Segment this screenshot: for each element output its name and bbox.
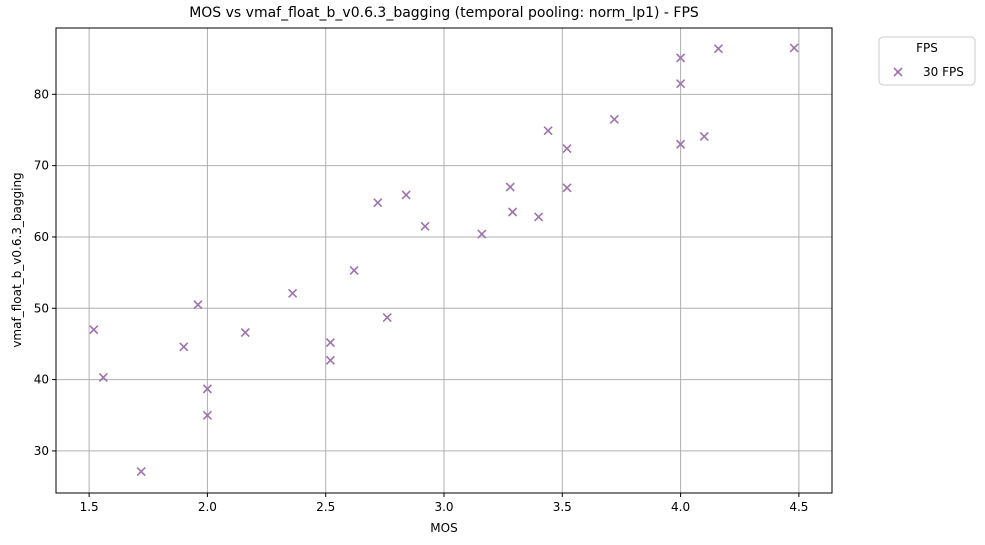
x-tick-label: 4.0 [671,500,690,514]
data-point [349,265,359,276]
data-point [179,342,189,352]
x-tick-label: 2.5 [316,500,335,514]
x-tick-label: 3.5 [553,500,572,514]
data-point [477,229,487,239]
data-point [505,182,515,192]
legend-marker [893,67,903,77]
data-points [89,43,799,477]
legend-title: FPS [916,41,938,55]
data-point [609,114,619,124]
legend-marker-icon [893,67,903,77]
y-tick-label: 80 [34,87,49,101]
x-axis-ticks: 1.5 2.0 2.5 3.0 3.5 4.0 4.5 [80,493,808,514]
data-point [789,43,799,53]
data-point [534,212,544,222]
data-point [401,190,411,200]
y-axis-label: vmaf_float_b_v0.6.3_bagging [10,172,24,347]
y-tick-label: 30 [34,444,49,458]
data-point [325,337,336,348]
legend-entry-label: 30 FPS [923,65,964,79]
legend: FPS 30 FPS [878,36,976,86]
data-point [382,312,392,323]
data-point [543,126,553,136]
data-point [240,327,250,338]
legend-box [878,36,976,86]
data-point [713,44,724,54]
grid-lines [56,28,832,493]
data-point [699,131,709,141]
y-tick-label: 50 [34,301,49,315]
data-point [288,288,298,298]
chart-title: MOS vs vmaf_float_b_v0.6.3_bagging (temp… [189,5,699,21]
data-point [89,325,99,335]
y-tick-label: 60 [34,230,49,244]
x-tick-label: 3.0 [434,500,453,514]
x-tick-label: 4.5 [789,500,808,514]
data-point [373,198,383,208]
data-point [202,384,212,394]
y-tick-label: 40 [34,373,49,387]
x-tick-label: 2.0 [198,500,217,514]
data-point [562,143,572,154]
data-point [325,355,336,365]
x-axis-label: MOS [430,521,457,535]
data-point [98,372,108,383]
data-point [193,300,203,310]
data-point [136,467,146,477]
y-axis-ticks: 30 40 50 60 70 80 [34,87,56,458]
x-tick-label: 1.5 [80,500,99,514]
y-tick-label: 70 [34,159,49,173]
data-point [508,207,518,217]
data-point [676,139,686,149]
data-point [202,410,212,420]
data-point [562,183,572,193]
data-point [420,221,430,231]
data-point [676,79,686,89]
data-point [676,53,686,63]
